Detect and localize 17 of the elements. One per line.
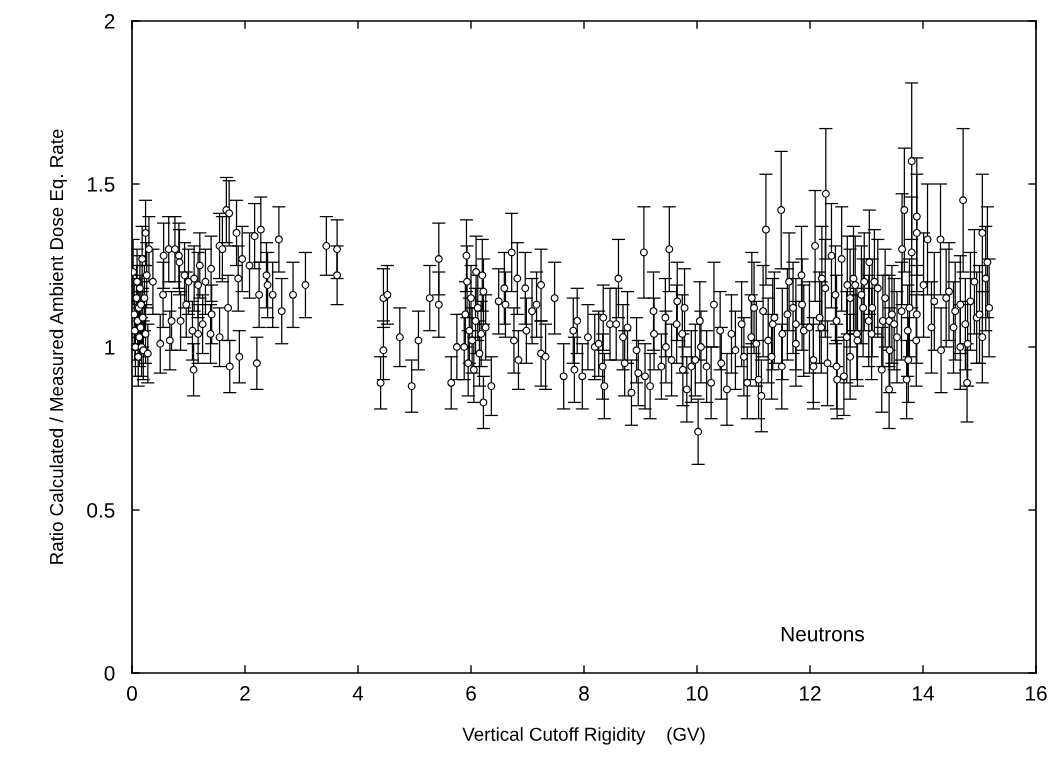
x-axis-title: Vertical Cutoff Rigidity (GV)	[462, 727, 705, 745]
y-tick-label: 1	[105, 340, 115, 355]
x-tick-label: 0	[127, 686, 137, 701]
y-tick-label: 0	[104, 666, 115, 681]
x-tick-label: 6	[466, 686, 476, 701]
x-tick-label: 10	[687, 686, 708, 701]
x-tick-label: 12	[800, 686, 821, 701]
y-axis-title: Ratio Calculated / Measured Ambient Dose Eq. Rate	[49, 129, 67, 564]
y-tick-label: 0.5	[87, 503, 115, 518]
x-tick-label: 14	[913, 686, 934, 701]
x-tick-label: 16	[1026, 686, 1047, 701]
annotation: Neutrons	[781, 626, 864, 642]
y-tick-label: 2	[104, 14, 115, 29]
x-tick-label: 4	[352, 686, 364, 701]
x-tick-label: 2	[240, 686, 250, 701]
x-tick-label: 8	[579, 686, 589, 701]
y-tick-label: 1.5	[87, 177, 115, 192]
